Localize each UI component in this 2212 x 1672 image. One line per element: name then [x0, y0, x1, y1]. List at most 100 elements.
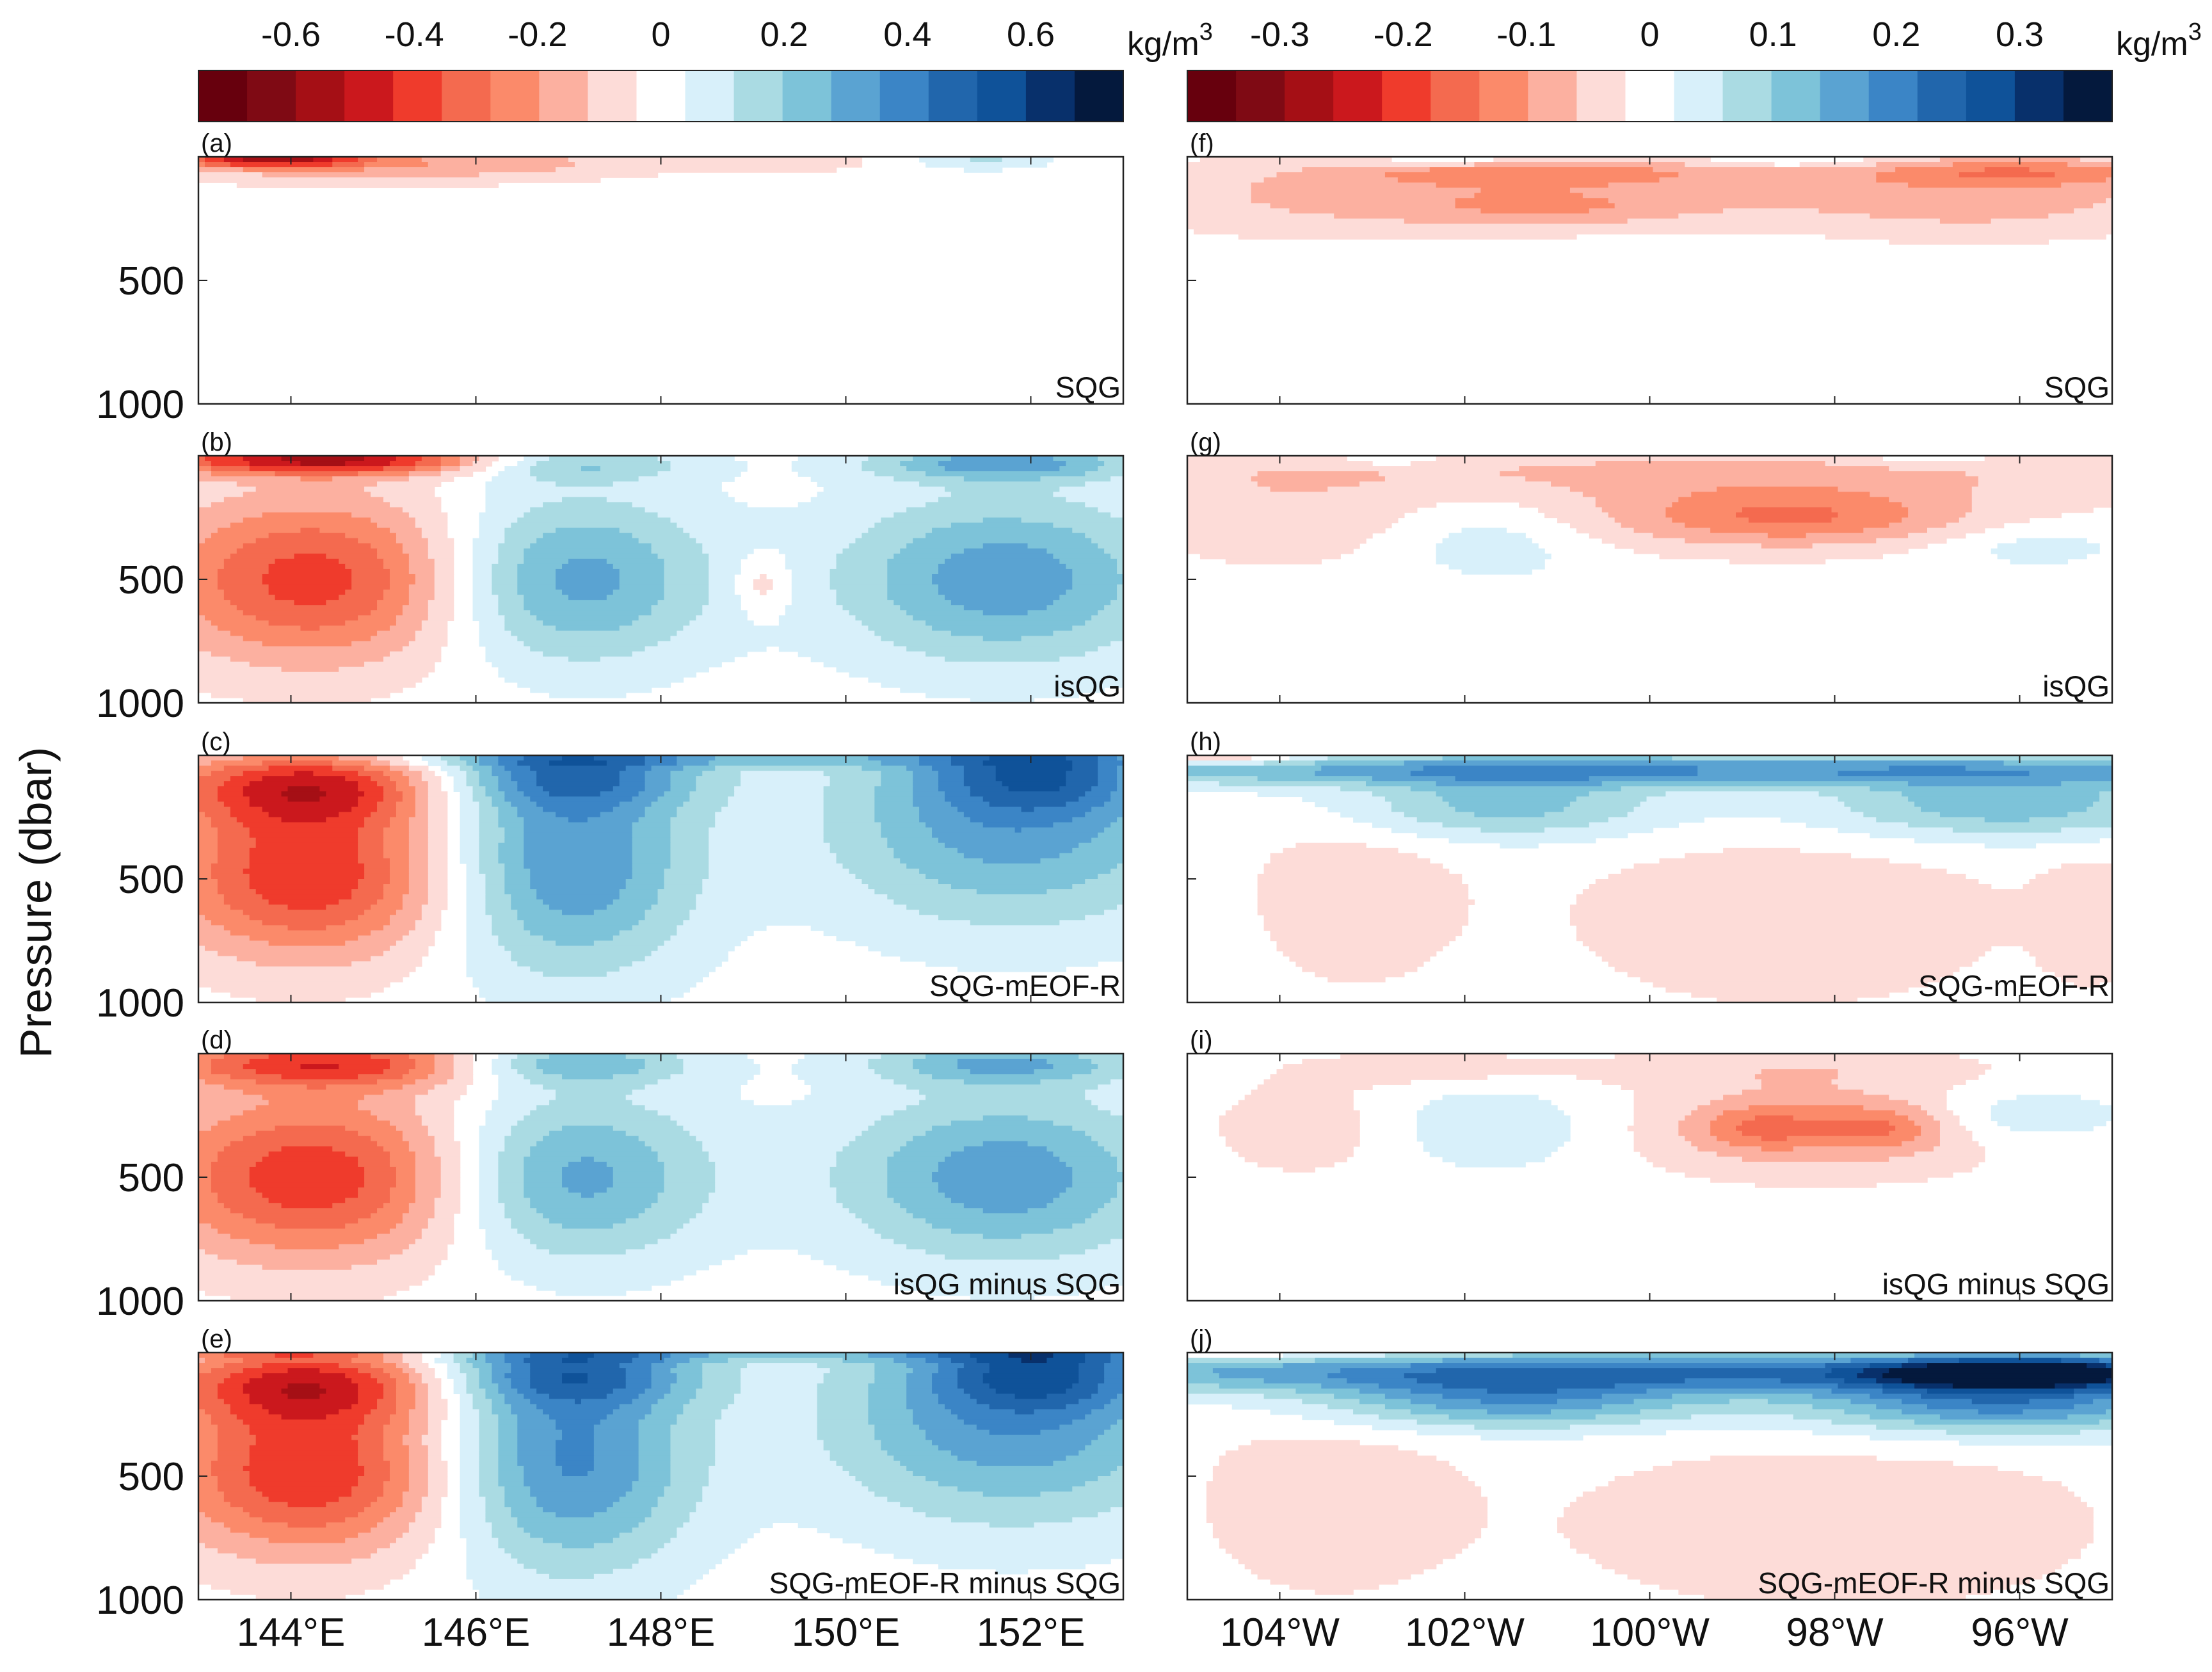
field-cell — [950, 755, 990, 761]
field-cell — [345, 1373, 371, 1379]
field-cell — [1493, 157, 1711, 163]
field-cell — [524, 595, 569, 600]
field-cell — [1053, 492, 1123, 498]
field-cell — [1078, 1054, 1123, 1059]
field-cell — [1212, 1527, 1482, 1534]
field-cell — [1723, 848, 1800, 854]
field-cell — [402, 1497, 422, 1502]
field-cell — [887, 584, 939, 590]
field-cell — [849, 1208, 907, 1214]
field-cell — [645, 760, 678, 766]
field-cell — [198, 1507, 244, 1513]
field-cell — [415, 1383, 429, 1389]
field-cell — [868, 755, 920, 761]
field-cell — [823, 827, 882, 833]
field-cell — [1327, 807, 1392, 813]
field-cell — [1257, 910, 1469, 915]
field-cell — [517, 961, 633, 967]
field-cell — [1978, 481, 2112, 487]
field-cell — [556, 574, 620, 580]
field-cell — [689, 620, 754, 627]
field-cell — [1340, 786, 1411, 792]
field-cell — [2048, 213, 2112, 220]
field-cell — [383, 1491, 403, 1497]
field-cell — [715, 1187, 837, 1193]
field-cell — [479, 858, 499, 864]
field-cell — [638, 476, 735, 482]
field-cell — [530, 873, 633, 880]
field-cell — [562, 1435, 595, 1441]
field-cell — [217, 1435, 257, 1441]
field-cell — [1231, 1553, 1456, 1559]
field-cell — [217, 584, 269, 590]
field-cell — [791, 579, 831, 585]
field-cell — [664, 1358, 691, 1363]
field-cell — [415, 1182, 442, 1188]
field-cell — [383, 786, 397, 792]
field-cell — [536, 1388, 614, 1395]
field-cell — [1410, 771, 1698, 776]
field-cell — [479, 827, 506, 833]
field-cell — [1633, 807, 1852, 813]
field-cell — [1633, 1095, 1724, 1101]
field-cell — [2016, 538, 2087, 544]
field-cell — [1187, 182, 1252, 188]
field-cell — [989, 755, 1067, 761]
field-cell — [408, 832, 429, 839]
field-cell — [517, 1429, 563, 1436]
field-cell — [1595, 461, 1826, 467]
field-cell — [243, 1383, 289, 1389]
field-cell — [842, 1465, 907, 1472]
field-cell — [524, 605, 652, 611]
field-cell — [198, 1481, 218, 1487]
field-cell — [1206, 1512, 1488, 1518]
field-cell — [415, 786, 429, 792]
field-cell — [402, 1218, 429, 1225]
field-cell — [836, 1161, 888, 1168]
x-tick-label: 146°E — [422, 1611, 531, 1655]
field-cell — [1614, 1054, 1960, 1059]
field-cell — [1850, 1399, 1902, 1405]
field-cell — [479, 636, 518, 642]
field-cell — [198, 1171, 212, 1178]
field-cell — [249, 661, 365, 668]
field-cell — [1678, 497, 1889, 503]
field-cell — [453, 1069, 474, 1075]
field-cell — [950, 522, 1054, 529]
field-cell — [702, 1491, 876, 1497]
field-cell — [530, 1151, 659, 1157]
field-cell — [345, 533, 397, 539]
field-cell — [919, 910, 1105, 915]
field-cell — [389, 1064, 416, 1070]
field-cell — [1569, 1502, 2087, 1507]
field-cell — [434, 584, 454, 590]
field-cell — [466, 1548, 506, 1554]
field-cell — [715, 1440, 824, 1446]
field-cell — [396, 1538, 435, 1544]
field-cell — [198, 1079, 205, 1085]
field-cell — [198, 636, 244, 642]
field-cell — [358, 1105, 416, 1111]
field-cell — [2035, 956, 2112, 962]
field-cell — [198, 760, 212, 766]
field-cell — [389, 625, 422, 632]
field-cell — [830, 776, 882, 782]
field-cell — [670, 517, 882, 524]
field-cell — [817, 1419, 869, 1426]
field-cell — [657, 1110, 894, 1116]
field-cell — [466, 971, 543, 977]
field-cell — [1117, 568, 1123, 575]
field-cell — [402, 771, 422, 776]
field-cell — [887, 1450, 952, 1456]
field-cell — [460, 837, 480, 844]
field-cell — [1085, 791, 1111, 798]
field-cell — [364, 822, 390, 828]
field-cell — [1608, 1481, 2062, 1487]
field-cell — [2029, 771, 2112, 776]
field-cell — [1717, 486, 1839, 492]
field-cell — [230, 776, 263, 782]
field-cell — [593, 1435, 639, 1441]
field-cell — [638, 1394, 665, 1400]
field-cell — [479, 853, 499, 859]
y-tick-label: 1000 — [96, 1280, 184, 1324]
